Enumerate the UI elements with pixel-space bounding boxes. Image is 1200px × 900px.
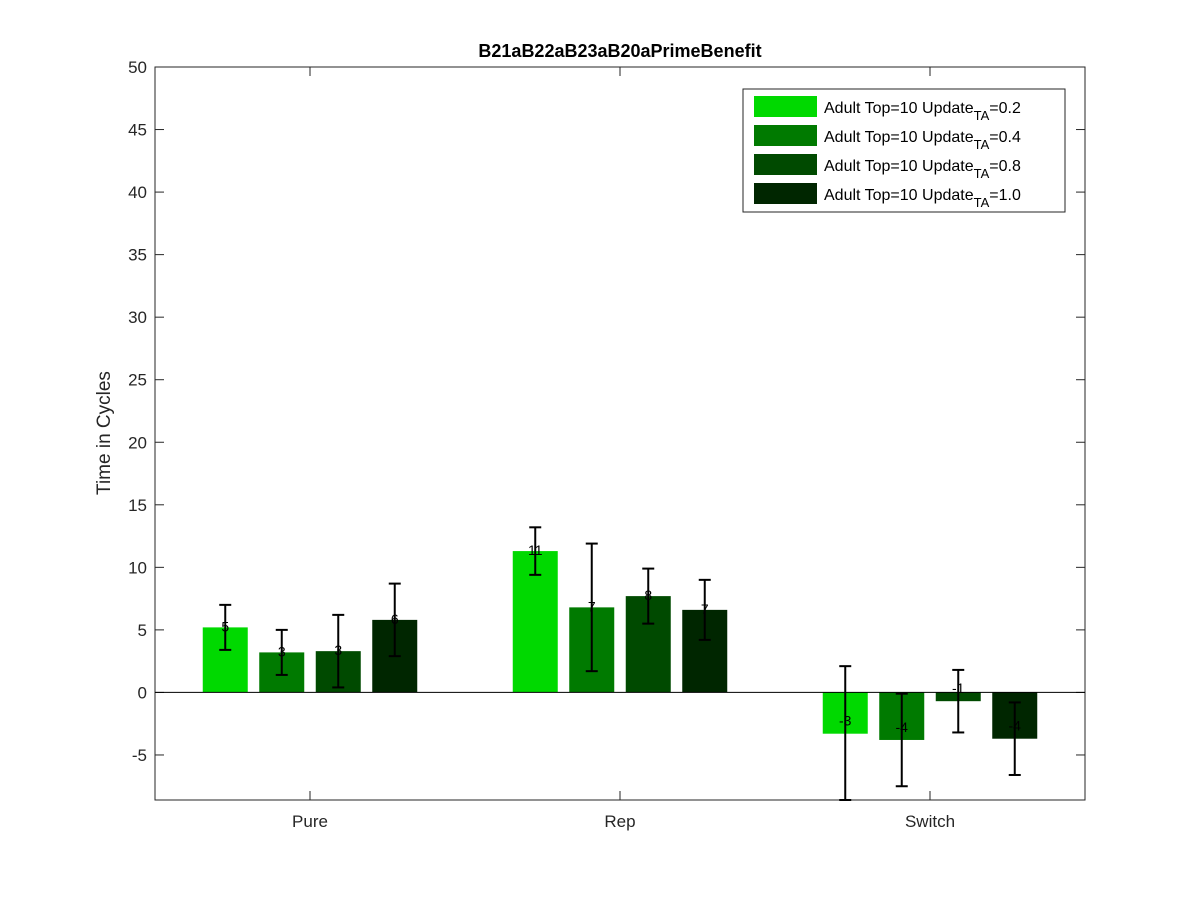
x-tick-label: Rep bbox=[604, 812, 635, 831]
legend: Adult Top=10 UpdateTA=0.2 Adult Top=10 Up… bbox=[742, 88, 1066, 213]
data-label: 6 bbox=[391, 611, 399, 627]
legend-swatch bbox=[754, 125, 817, 146]
legend-swatch bbox=[754, 154, 817, 175]
data-label: 8 bbox=[644, 587, 652, 603]
legend-entry: Adult Top=10 UpdateTA=1.0 bbox=[824, 187, 1021, 210]
y-tick-label: 45 bbox=[128, 121, 147, 140]
y-tick-label: 15 bbox=[128, 496, 147, 515]
data-label: -4 bbox=[1009, 718, 1022, 734]
y-tick-label: 20 bbox=[128, 433, 147, 452]
legend-swatch bbox=[754, 183, 817, 204]
y-tick-label: 0 bbox=[138, 683, 147, 702]
legend-entry: Adult Top=10 UpdateTA=0.2 bbox=[824, 100, 1021, 123]
data-label: 5 bbox=[221, 618, 229, 634]
y-tick-label: 35 bbox=[128, 246, 147, 265]
y-tick-label: 5 bbox=[138, 621, 147, 640]
y-tick-label: 10 bbox=[128, 558, 147, 577]
legend-entry: Adult Top=10 UpdateTA=0.4 bbox=[824, 129, 1021, 152]
data-label: 7 bbox=[588, 598, 596, 614]
y-tick-label: 30 bbox=[128, 308, 147, 327]
y-tick-label: -5 bbox=[132, 746, 147, 765]
x-tick-label: Switch bbox=[905, 812, 955, 831]
y-tick-label: 50 bbox=[128, 58, 147, 77]
data-label: -1 bbox=[952, 680, 965, 696]
x-tick-label: Pure bbox=[292, 812, 328, 831]
y-axis-label: Time in Cycles bbox=[94, 371, 115, 495]
chart-title: B21aB22aB23aB20aPrimeBenefit bbox=[478, 41, 761, 61]
data-label: -4 bbox=[896, 719, 909, 735]
data-label: 3 bbox=[334, 642, 342, 658]
data-label: -3 bbox=[839, 713, 852, 729]
y-tick-label: 25 bbox=[128, 371, 147, 390]
data-label: 7 bbox=[701, 601, 709, 617]
legend-entry: Adult Top=10 UpdateTA=0.8 bbox=[824, 158, 1021, 181]
y-tick-label: 40 bbox=[128, 183, 147, 202]
data-label: 3 bbox=[278, 643, 286, 659]
data-label: 11 bbox=[528, 542, 543, 558]
legend-swatch bbox=[754, 96, 817, 117]
